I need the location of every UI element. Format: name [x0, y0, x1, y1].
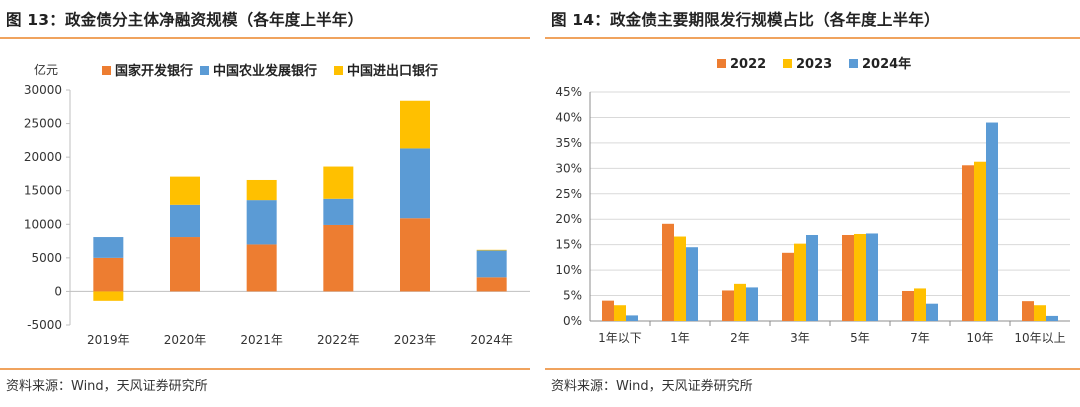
y-tick-label: 0% — [563, 314, 582, 328]
bar-segment — [323, 224, 354, 292]
bar-segment — [93, 291, 124, 301]
bar — [1022, 301, 1034, 321]
bar — [962, 165, 974, 321]
right-top-rule — [545, 37, 1080, 39]
bar — [626, 315, 638, 321]
left-top-rule — [0, 37, 530, 39]
legend-label: 中国农业发展银行 — [213, 63, 317, 79]
bar — [602, 300, 614, 321]
legend-label: 国家开发银行 — [115, 63, 193, 79]
y-unit-label: 亿元 — [34, 62, 58, 77]
x-tick-label: 2022年 — [317, 333, 360, 347]
right-source-note: 资料来源：Wind，天风证券研究所 — [551, 379, 753, 394]
bar — [986, 122, 998, 322]
legend-label: 中国进出口银行 — [347, 63, 438, 79]
y-tick-label: 25000 — [24, 117, 62, 131]
bar — [794, 243, 806, 321]
bar — [614, 305, 626, 321]
bar — [722, 290, 734, 321]
bar-segment — [93, 237, 124, 258]
x-tick-label: 2019年 — [87, 333, 130, 347]
net-financing-chart: -5000 0 5000 10000 15000 20000 25000 30000 亿元 国家开… — [24, 62, 530, 347]
legend-swatch — [849, 59, 858, 68]
bar — [782, 252, 794, 321]
bar-segment — [476, 249, 507, 251]
x-tick-label: 7年 — [910, 331, 930, 345]
left-figure-panel: 图 13：政金债分主体净融资规模（各年度上半年） -5000 0 5000 10000… — [0, 0, 530, 407]
y-tick-label: 30% — [555, 161, 582, 175]
legend-label: 2024年 — [862, 56, 911, 72]
x-tick-label: 10年 — [966, 331, 993, 345]
x-tick-label: 1年 — [670, 331, 690, 345]
y-tick-label: 10% — [555, 263, 582, 277]
y-tick-label: 15000 — [24, 184, 62, 198]
bar-segment — [400, 218, 430, 292]
legend-label: 2023 — [796, 57, 832, 72]
y-tick-label: 40% — [555, 110, 582, 124]
right-bottom-rule — [545, 368, 1080, 370]
bar — [914, 288, 926, 321]
legend-swatch — [200, 66, 209, 75]
bar-segment — [400, 100, 430, 149]
bar — [674, 236, 686, 321]
bar — [734, 283, 746, 321]
bar-segment — [170, 237, 200, 292]
bar-segment — [400, 148, 430, 219]
tenor-share-chart: 0% 5% 10% 15% 20% 25% 30% 35% 40% 45% 2022 2023 2024… — [555, 56, 1070, 345]
y-tick-label: 15% — [555, 238, 582, 252]
bar-segment — [476, 277, 507, 292]
legend-swatch — [717, 59, 726, 68]
legend-label: 2022 — [730, 57, 766, 72]
y-tick-label: 20% — [555, 212, 582, 226]
x-tick-label: 5年 — [850, 331, 870, 345]
left-figure-title: 图 13：政金债分主体净融资规模（各年度上半年） — [6, 11, 364, 29]
bar — [974, 161, 986, 321]
y-tick-label: 45% — [555, 85, 582, 99]
x-tick-label: 2024年 — [470, 333, 513, 347]
bar-segment — [170, 204, 200, 238]
y-tick-label: 35% — [555, 136, 582, 150]
bar — [902, 290, 914, 321]
x-tick-label: 2021年 — [240, 333, 283, 347]
bar-segment — [170, 176, 200, 205]
bar-segment — [476, 250, 507, 278]
left-source-note: 资料来源：Wind，天风证券研究所 — [6, 379, 208, 394]
bar-segment — [246, 200, 277, 245]
right-figure-title: 图 14：政金债主要期限发行规模占比（各年度上半年） — [551, 11, 940, 29]
x-tick-label: 10年以上 — [1014, 331, 1065, 345]
bar — [746, 287, 758, 321]
x-tick-label: 3年 — [790, 331, 810, 345]
right-figure-panel: 图 14：政金债主要期限发行规模占比（各年度上半年） 0% 5% 10% 15% 20%… — [545, 0, 1080, 407]
bar — [1046, 315, 1058, 321]
y-tick-label: 25% — [555, 187, 582, 201]
bar — [686, 247, 698, 321]
bar — [662, 223, 674, 321]
bar-segment — [323, 198, 354, 225]
legend-swatch — [783, 59, 792, 68]
bar — [1034, 305, 1046, 321]
legend-swatch — [334, 66, 343, 75]
bar — [842, 234, 854, 321]
x-tick-label: 2年 — [730, 331, 750, 345]
y-tick-label: 0 — [54, 284, 62, 298]
y-tick-label: 5% — [563, 289, 582, 303]
y-tick-label: 20000 — [24, 150, 62, 164]
bar — [806, 234, 818, 321]
y-tick-label: 30000 — [24, 83, 62, 97]
y-tick-label: -5000 — [27, 318, 62, 332]
bar — [926, 303, 938, 321]
bar — [866, 233, 878, 321]
bar-segment — [246, 244, 277, 292]
x-tick-label: 2020年 — [164, 333, 207, 347]
bar-segment — [93, 257, 124, 292]
bar-segment — [323, 166, 354, 199]
bar-segment — [246, 179, 277, 201]
x-tick-label: 2023年 — [394, 333, 437, 347]
left-bottom-rule — [0, 368, 530, 370]
x-tick-label: 1年以下 — [598, 331, 642, 345]
y-tick-label: 10000 — [24, 217, 62, 231]
bar — [854, 233, 866, 321]
y-tick-label: 5000 — [31, 251, 62, 265]
legend-swatch — [102, 66, 111, 75]
